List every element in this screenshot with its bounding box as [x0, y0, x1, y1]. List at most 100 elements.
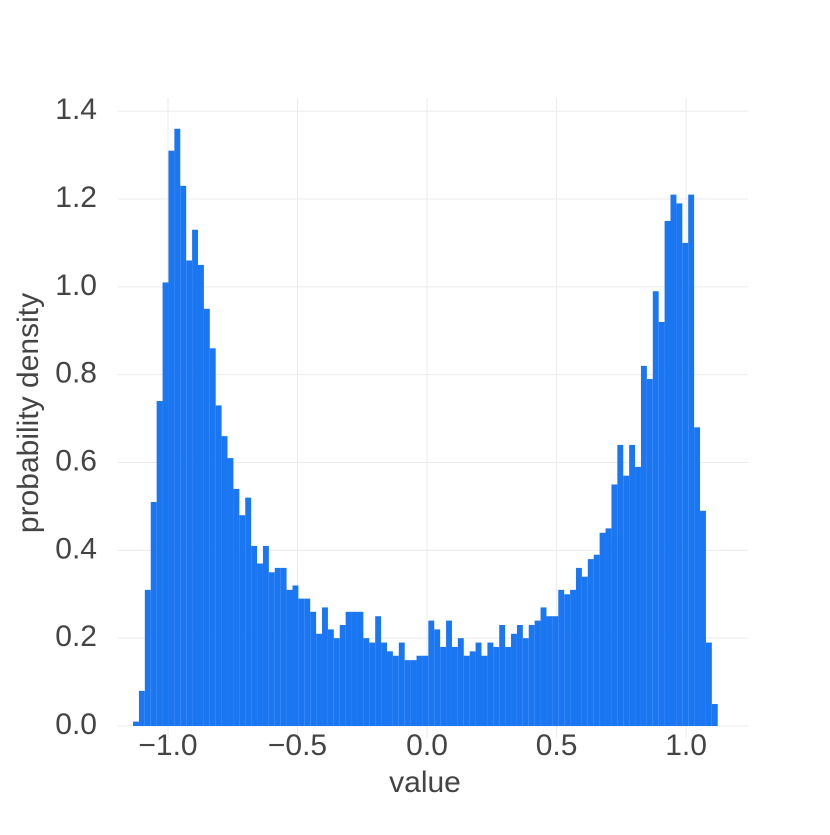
bar: [700, 510, 706, 726]
bar: [711, 704, 718, 726]
bar: [688, 194, 695, 727]
bar: [333, 638, 340, 726]
bar: [310, 611, 317, 726]
bar: [381, 642, 387, 726]
bar: [623, 475, 630, 726]
y-tick-label: 0.6: [55, 444, 97, 477]
bar: [280, 567, 287, 726]
bar: [440, 646, 447, 726]
bar: [404, 660, 411, 726]
bar: [475, 642, 482, 726]
bar: [487, 642, 494, 726]
bar: [446, 620, 452, 726]
y-tick-label: 1.2: [55, 181, 97, 214]
x-axis-title: value: [389, 766, 461, 799]
y-axis-title: probability density: [12, 293, 45, 533]
bar: [670, 194, 677, 727]
bar: [694, 427, 701, 726]
bar: [599, 532, 606, 726]
bar: [528, 624, 535, 726]
bar: [493, 646, 500, 726]
bar: [587, 559, 594, 726]
x-tick-label: 1.0: [665, 729, 707, 762]
bar: [209, 348, 216, 726]
bar: [416, 655, 423, 726]
bar: [197, 264, 204, 726]
bar: [516, 624, 523, 726]
y-tick-label: 0.0: [55, 708, 97, 741]
x-tick-label: 0.0: [406, 729, 448, 762]
bar: [215, 405, 222, 726]
bar: [635, 466, 641, 726]
bar: [133, 721, 139, 726]
bar: [351, 611, 358, 726]
bar: [144, 589, 151, 726]
bar: [221, 436, 228, 726]
bar: [564, 594, 571, 726]
bar: [357, 611, 364, 726]
bar: [605, 528, 612, 726]
bar: [268, 572, 275, 726]
bar: [327, 629, 334, 726]
bar: [658, 321, 665, 726]
bar: [304, 598, 311, 726]
bar: [652, 291, 659, 726]
bar: [451, 646, 458, 726]
bar: [611, 484, 618, 726]
bar: [581, 576, 588, 726]
bar: [192, 229, 198, 727]
bar: [629, 444, 636, 726]
bar: [298, 598, 305, 726]
bar: [203, 308, 210, 726]
bar: [339, 624, 346, 726]
bar: [463, 655, 470, 726]
x-tick-label: 0.5: [536, 729, 578, 762]
bar: [640, 365, 647, 726]
bar: [422, 655, 429, 726]
bar: [392, 655, 399, 726]
bar: [168, 150, 175, 727]
bar: [233, 488, 240, 726]
bar: [457, 638, 464, 726]
bar: [570, 589, 576, 726]
x-tick-label: −0.5: [268, 729, 327, 762]
y-tick-label: 0.2: [55, 620, 97, 653]
bar: [251, 545, 258, 726]
bar: [558, 589, 565, 726]
bar: [664, 220, 671, 727]
bar: [386, 651, 393, 726]
bar: [262, 545, 269, 726]
bar: [162, 282, 169, 726]
bar: [410, 660, 417, 726]
bar: [511, 633, 517, 726]
bar: [292, 585, 299, 726]
y-tick-label: 0.4: [55, 532, 97, 565]
bar: [227, 458, 234, 726]
bar: [705, 642, 712, 726]
bar: [534, 620, 541, 726]
bar: [174, 128, 181, 726]
bar: [274, 567, 281, 726]
bar: [180, 185, 187, 727]
bar: [434, 629, 441, 726]
bar: [546, 616, 553, 726]
y-tick-label: 1.4: [55, 93, 97, 126]
bar: [375, 616, 382, 726]
bar: [540, 607, 547, 726]
bar: [239, 515, 246, 726]
bar: [617, 444, 624, 726]
bar: [499, 624, 506, 726]
bar: [186, 260, 193, 726]
bar: [345, 611, 352, 726]
bar: [398, 642, 405, 726]
y-tick-label: 1.0: [55, 269, 97, 302]
bar: [363, 638, 370, 726]
bar: [505, 646, 512, 726]
bar: [522, 638, 529, 726]
x-tick-label: −1.0: [138, 729, 197, 762]
bar: [676, 203, 683, 726]
bar: [245, 497, 252, 726]
bar: [481, 655, 488, 726]
bar: [322, 607, 328, 726]
